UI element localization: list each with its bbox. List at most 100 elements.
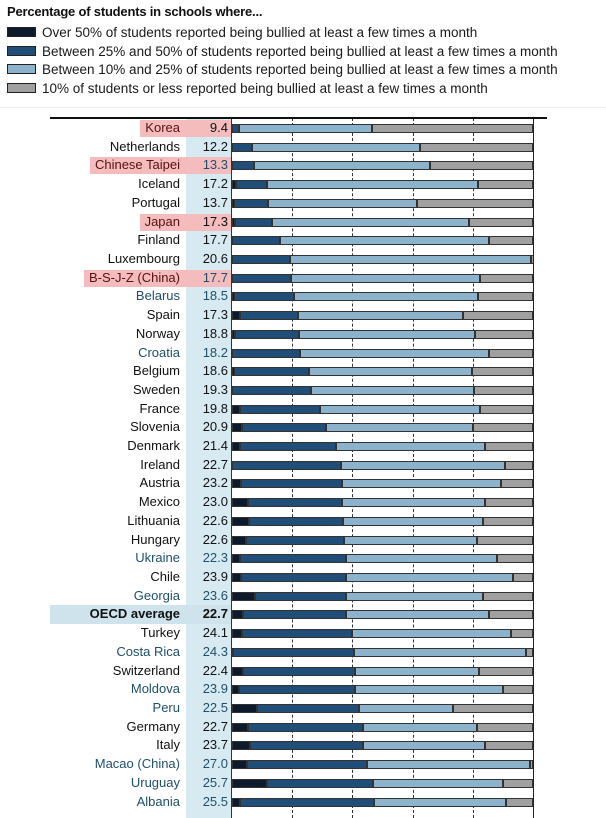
bar-segment-le10 bbox=[476, 535, 533, 545]
category-label: France bbox=[139, 400, 180, 416]
category-label: Portugal bbox=[131, 194, 180, 210]
bar-segment-25-50 bbox=[248, 516, 343, 526]
bar-segment-le10 bbox=[480, 273, 533, 283]
chart-row: Georgia 23.6 bbox=[0, 587, 606, 606]
bar-segment-le10 bbox=[485, 442, 533, 452]
chart-row: Switzerland 22.4 bbox=[0, 662, 606, 681]
bar-segment-over50 bbox=[232, 180, 236, 190]
bar-segment-10-25 bbox=[362, 741, 486, 751]
value-column-background bbox=[186, 118, 231, 818]
legend-label: Over 50% of students reported being bull… bbox=[42, 25, 478, 40]
bar-segment-le10 bbox=[504, 460, 533, 470]
chart-row: Austria 23.2 bbox=[0, 474, 606, 493]
bar-segment-le10 bbox=[503, 685, 533, 695]
category-label: Austria bbox=[139, 475, 180, 491]
category-label: Spain bbox=[146, 307, 180, 323]
bar-segment-25-50 bbox=[248, 722, 363, 732]
bar-segment-10-25 bbox=[336, 442, 486, 452]
bar-segment-le10 bbox=[371, 124, 533, 133]
bar-segment-over50 bbox=[232, 516, 249, 526]
bar-segment-10-25 bbox=[290, 254, 532, 264]
bar-segment-over50 bbox=[232, 479, 241, 489]
bar-segment-10-25 bbox=[343, 535, 477, 545]
bar-segment-25-50 bbox=[247, 498, 343, 508]
category-label: OECD average bbox=[89, 606, 180, 622]
bar-segment-le10 bbox=[526, 647, 533, 657]
bar-segment-25-50 bbox=[256, 704, 359, 713]
chart-row: OECD average 22.7 bbox=[0, 605, 606, 625]
bar-segment-le10 bbox=[513, 573, 533, 583]
bar-segment-25-50 bbox=[234, 198, 269, 208]
data-label: 23.6 bbox=[202, 587, 228, 603]
bar-segment-le10 bbox=[462, 311, 533, 321]
bar-segment-over50 bbox=[232, 760, 248, 770]
bar-segment-le10 bbox=[506, 797, 533, 807]
bar-segment-25-50 bbox=[232, 254, 291, 264]
category-label: Korea bbox=[145, 120, 180, 135]
category-label: Turkey bbox=[140, 625, 180, 641]
bar-segment-le10 bbox=[501, 479, 533, 489]
chart-row: Germany 22.7 bbox=[0, 718, 606, 737]
data-label: 24.1 bbox=[202, 625, 228, 641]
legend-item-over50: Over 50% of students reported being bull… bbox=[7, 24, 477, 42]
bar-segment-over50 bbox=[232, 442, 240, 452]
chart-row: Italy 23.7 bbox=[0, 736, 606, 755]
bar-segment-over50 bbox=[232, 498, 248, 508]
chart-row: Belarus 18.5 bbox=[0, 287, 606, 306]
bar-segment-25-50 bbox=[267, 778, 373, 788]
bar-segment-10-25 bbox=[268, 198, 418, 208]
axis-left-line bbox=[231, 118, 232, 818]
bar-segment-le10 bbox=[477, 180, 533, 190]
legend-item-le10: 10% of students or less reported being b… bbox=[7, 80, 488, 98]
bar-segment-25-50 bbox=[235, 180, 268, 190]
bar-segment-le10 bbox=[511, 629, 533, 639]
chart-row: Macao (China) 27.0 bbox=[0, 755, 606, 774]
legend-swatch bbox=[7, 82, 36, 93]
category-label: Denmark bbox=[127, 438, 180, 454]
chart-row: Ireland 22.7 bbox=[0, 456, 606, 475]
axis-right-line bbox=[533, 118, 535, 818]
bar-segment-25-50 bbox=[233, 367, 310, 377]
data-label: 23.9 bbox=[202, 569, 228, 585]
bar-segment-25-50 bbox=[232, 460, 341, 470]
data-label: 13.7 bbox=[202, 194, 228, 210]
bar-segment-over50 bbox=[232, 554, 240, 564]
data-label: 23.2 bbox=[202, 475, 228, 491]
chart-row: Chile 23.9 bbox=[0, 568, 606, 587]
row-highlight bbox=[83, 269, 231, 287]
bar-segment-10-25 bbox=[325, 423, 474, 433]
axis-top-line bbox=[50, 117, 547, 119]
category-label: Norway bbox=[135, 325, 180, 341]
bar-segment-over50 bbox=[232, 722, 249, 732]
chart-row: Spain 17.3 bbox=[0, 306, 606, 325]
category-label: Netherlands bbox=[109, 138, 180, 154]
chart-row: Croatia 18.2 bbox=[0, 344, 606, 363]
category-label: Macao (China) bbox=[94, 756, 180, 772]
bar-segment-10-25 bbox=[346, 573, 514, 583]
data-label: 21.4 bbox=[202, 438, 228, 454]
category-label: Belarus bbox=[135, 288, 180, 304]
bar-segment-le10 bbox=[489, 610, 533, 620]
bar-segment-25-50 bbox=[243, 666, 356, 676]
bar-segment-over50 bbox=[232, 217, 236, 227]
bar-segment-25-50 bbox=[232, 142, 253, 152]
category-label: Chile bbox=[150, 569, 180, 585]
bar-segment-25-50 bbox=[240, 311, 298, 321]
data-label: 22.6 bbox=[202, 531, 228, 547]
data-label: 19.8 bbox=[202, 400, 228, 416]
category-label: Chinese Taipei bbox=[94, 157, 180, 173]
bar-segment-10-25 bbox=[354, 647, 527, 657]
data-label: 20.6 bbox=[202, 250, 228, 266]
bar-segment-over50 bbox=[232, 573, 242, 583]
data-label: 20.9 bbox=[202, 419, 228, 435]
bar-segment-25-50 bbox=[233, 292, 295, 302]
data-label: 22.5 bbox=[202, 700, 228, 715]
bar-segment-10-25 bbox=[294, 292, 478, 302]
bar-segment-10-25 bbox=[300, 348, 490, 358]
bar-segment-le10 bbox=[485, 741, 533, 751]
data-label: 17.7 bbox=[202, 269, 228, 285]
category-label: Iceland bbox=[138, 176, 180, 192]
chart-row: Portugal 13.7 bbox=[0, 194, 606, 213]
bar-segment-25-50 bbox=[232, 647, 355, 657]
chart-row: Denmark 21.4 bbox=[0, 437, 606, 456]
